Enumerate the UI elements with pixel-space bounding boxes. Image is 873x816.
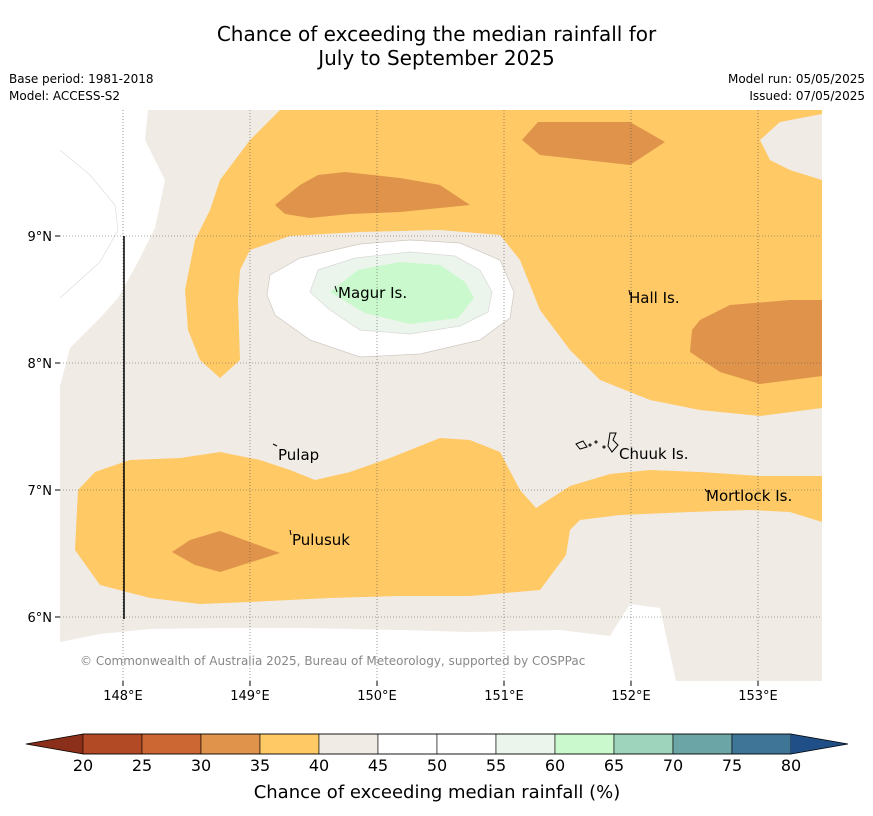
colorbar-tick-label: 25 <box>132 756 152 775</box>
colorbar-cell <box>613 733 674 755</box>
issued-date: Issued: 07/05/2025 <box>749 89 865 103</box>
model-run-date: Model run: 05/05/2025 <box>727 72 865 86</box>
map-panel: Magur Is. Hall Is. Pulap Chuuk Is. Mortl… <box>28 110 822 704</box>
copyright-notice: © Commonwealth of Australia 2025, Bureau… <box>80 654 585 668</box>
colorbar-tick-label: 20 <box>73 756 93 775</box>
colorbar-tick-label: 45 <box>368 756 388 775</box>
lat-label-8n: 8°N <box>28 357 53 372</box>
colorbar-ticks: 20 25 30 35 40 45 50 55 60 65 70 75 80 <box>73 756 801 775</box>
lon-label-152e: 152°E <box>611 689 651 704</box>
colorbar-cell <box>318 733 379 755</box>
contour-30-35-northeast <box>522 122 665 165</box>
lat-label-6n: 6°N <box>28 611 53 626</box>
axis-ticks <box>55 235 759 686</box>
colorbar-tick-label: 50 <box>427 756 447 775</box>
colorbar-cell <box>495 733 556 755</box>
colorbar-label: Chance of exceeding median rainfall (%) <box>254 782 621 803</box>
colorbar-under-arrow <box>26 734 83 754</box>
lat-label-7n: 7°N <box>28 484 53 499</box>
island-mortlock <box>704 488 708 493</box>
place-label-hall: Hall Is. <box>629 289 680 307</box>
lat-label-9n: 9°N <box>28 230 53 245</box>
contour-30-35-southwest <box>172 531 280 572</box>
colorbar-tick-label: 80 <box>781 756 801 775</box>
colorbar-cell <box>731 733 792 755</box>
place-label-magur: Magur Is. <box>338 284 407 302</box>
colorbar-cell <box>554 733 615 755</box>
colorbar-tick-label: 35 <box>250 756 270 775</box>
island-magur <box>334 285 338 293</box>
colorbar-tick-label: 40 <box>309 756 329 775</box>
contour-line-west <box>60 149 119 299</box>
colorbar: 20 25 30 35 40 45 50 55 60 65 70 75 80 Chance of exc… <box>25 733 849 803</box>
colorbar-cells <box>82 733 792 755</box>
colorbar-cell <box>436 733 497 755</box>
colorbar-tick-label: 55 <box>486 756 506 775</box>
map-title-line-1: Chance of exceeding the median rainfall … <box>216 22 657 46</box>
place-label-mortlock: Mortlock Is. <box>706 487 792 505</box>
lon-label-149e: 149°E <box>230 689 270 704</box>
place-label-pulusuk: Pulusuk <box>292 531 350 549</box>
colorbar-cell <box>377 733 438 755</box>
colorbar-tick-label: 70 <box>663 756 683 775</box>
gridlines <box>60 110 822 681</box>
island-markers <box>272 285 708 536</box>
colorbar-cell <box>200 733 261 755</box>
island-chuuk <box>575 432 619 453</box>
colorbar-tick-label: 30 <box>191 756 211 775</box>
colorbar-outline <box>25 733 849 755</box>
contour-line-45 <box>266 239 515 358</box>
map-title-line-2: July to September 2025 <box>318 46 555 70</box>
base-period: Base period: 1981-2018 <box>9 72 154 86</box>
colorbar-cell <box>82 733 143 755</box>
lon-label-150e: 150°E <box>357 689 397 704</box>
colorbar-tick-label: 75 <box>722 756 742 775</box>
contour-60-65-core <box>380 274 452 312</box>
colorbar-cell <box>259 733 320 755</box>
colorbar-tick-label: 65 <box>604 756 624 775</box>
model-name: Model: ACCESS-S2 <box>9 89 121 103</box>
contour-40-45-northeast <box>760 114 822 180</box>
colorbar-over-arrow <box>791 734 848 754</box>
colorbar-tick-label: 60 <box>545 756 565 775</box>
lon-label-151e: 151°E <box>484 689 524 704</box>
lon-label-148e: 148°E <box>103 689 143 704</box>
island-hall <box>628 289 631 296</box>
contour-35-40-south <box>75 438 822 604</box>
contour-line-55 <box>309 251 493 335</box>
island-pulap <box>272 443 278 447</box>
lon-label-153e: 153°E <box>738 689 778 704</box>
place-label-chuuk: Chuuk Is. <box>619 445 688 463</box>
contour-30-35-north <box>275 172 470 218</box>
colorbar-cell <box>672 733 733 755</box>
colorbar-cell <box>141 733 202 755</box>
island-pulusuk <box>289 529 292 536</box>
place-label-pulap: Pulap <box>278 446 319 464</box>
